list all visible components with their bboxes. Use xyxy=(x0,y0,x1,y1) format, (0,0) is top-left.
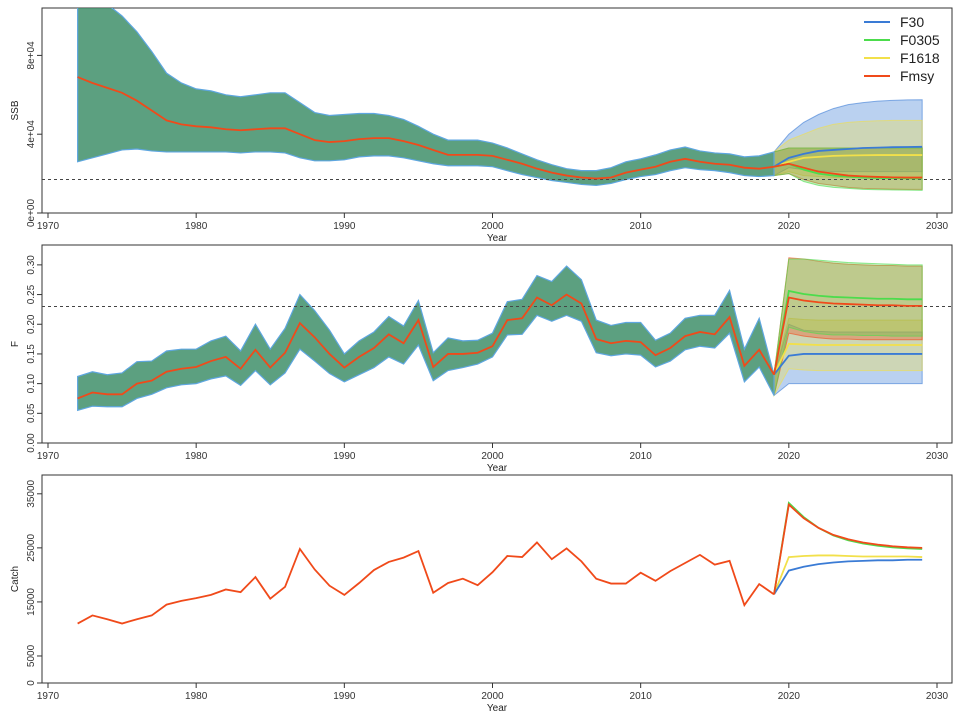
projection-line-fmsy xyxy=(773,162,923,179)
x-tick-label: 1980 xyxy=(185,691,208,702)
x-tick-label: 2000 xyxy=(481,451,504,462)
projection-band-f1618 xyxy=(773,317,923,398)
historical-median-line xyxy=(77,76,775,180)
historical-confidence-band xyxy=(77,8,775,187)
f-plot-frame xyxy=(41,244,953,444)
projection-line-f30 xyxy=(773,558,923,595)
y-tick-label: 5000 xyxy=(26,644,37,667)
x-tick-label: 1990 xyxy=(333,451,356,462)
x-tick-label: 1970 xyxy=(37,451,60,462)
y-tick-label: 0 xyxy=(26,680,37,686)
x-tick-label: 2020 xyxy=(778,451,801,462)
y-tick-label: 25000 xyxy=(26,534,37,562)
catch-plot-area xyxy=(77,501,923,625)
x-tick-label: 2000 xyxy=(481,221,504,232)
historical-median-line xyxy=(77,541,775,625)
x-tick-label: 2030 xyxy=(926,221,949,232)
y-tick-label: 0.20 xyxy=(26,314,37,334)
x-tick-label: 2030 xyxy=(926,451,949,462)
legend-label-f1618: F1618 xyxy=(900,50,940,66)
y-tick-label: 15000 xyxy=(26,588,37,616)
catch-plot-frame xyxy=(41,474,953,684)
projection-band-f30 xyxy=(773,323,923,397)
f-x-axis-label: Year xyxy=(487,463,508,474)
x-tick-label: 2020 xyxy=(778,691,801,702)
ssb-x-axis-label: Year xyxy=(487,233,508,244)
ssb-panel: 1970 1980 1990 2000 2010 2020 2030 Year 0e+00 4e+… xyxy=(10,7,953,244)
catch-x-axis-label: Year xyxy=(487,703,508,714)
legend-label-f0305: F0305 xyxy=(900,32,940,48)
projection-line-fmsy xyxy=(773,502,923,595)
y-tick-label: 0.15 xyxy=(26,344,37,364)
f-y-axis-label: F xyxy=(10,341,21,347)
projection-band-fmsy xyxy=(773,257,923,396)
historical-median-line xyxy=(77,293,775,400)
projection-line-f30 xyxy=(773,145,923,168)
y-tick-label: 0.25 xyxy=(26,284,37,304)
y-tick-label: 0.10 xyxy=(26,373,37,393)
projection-line-f1618 xyxy=(773,154,923,168)
x-tick-label: 2030 xyxy=(926,691,949,702)
ssb-plot-frame xyxy=(41,7,953,214)
x-tick-label: 2020 xyxy=(778,221,801,232)
x-tick-label: 1980 xyxy=(185,221,208,232)
x-tick-label: 2010 xyxy=(630,451,653,462)
y-tick-label: 8e+04 xyxy=(26,41,37,70)
x-tick-label: 1970 xyxy=(37,691,60,702)
y-tick-label: 4e+04 xyxy=(26,120,37,149)
x-tick-label: 2010 xyxy=(630,221,653,232)
projection-line-f1618 xyxy=(773,342,923,376)
catch-y-axis-label: Catch xyxy=(10,566,21,592)
projection-line-f30 xyxy=(773,353,923,376)
y-tick-label: 0.30 xyxy=(26,255,37,275)
legend-label-f30: F30 xyxy=(900,14,924,30)
projection-line-f1618 xyxy=(773,554,923,595)
f-plot-area xyxy=(42,257,952,412)
y-tick-label: 0e+00 xyxy=(26,199,37,228)
x-tick-label: 2000 xyxy=(481,691,504,702)
projection-line-f0305 xyxy=(773,289,923,375)
historical-confidence-band xyxy=(77,265,775,412)
projection-line-f0305 xyxy=(773,501,923,595)
legend-label-fmsy: Fmsy xyxy=(900,68,934,84)
y-tick-label: 0.00 xyxy=(26,433,37,453)
x-tick-label: 1980 xyxy=(185,451,208,462)
legend: F30 F0305 F1618 Fmsy xyxy=(864,14,940,84)
x-tick-label: 1970 xyxy=(37,221,60,232)
x-tick-label: 1990 xyxy=(333,691,356,702)
y-tick-label: 35000 xyxy=(26,479,37,507)
projection-band-f0305 xyxy=(773,258,923,396)
catch-panel: 1970 1980 1990 2000 2010 2020 2030 Year 0 5000 150… xyxy=(10,474,953,714)
x-tick-label: 1990 xyxy=(333,221,356,232)
projection-line-fmsy xyxy=(773,296,923,375)
ssb-plot-area xyxy=(42,8,952,191)
y-tick-label: 0.05 xyxy=(26,403,37,423)
x-tick-label: 2010 xyxy=(630,691,653,702)
ssb-y-axis-label: SSB xyxy=(10,100,21,120)
f-panel: 1970 1980 1990 2000 2010 2020 2030 Year 0.00 0.05… xyxy=(10,244,953,474)
